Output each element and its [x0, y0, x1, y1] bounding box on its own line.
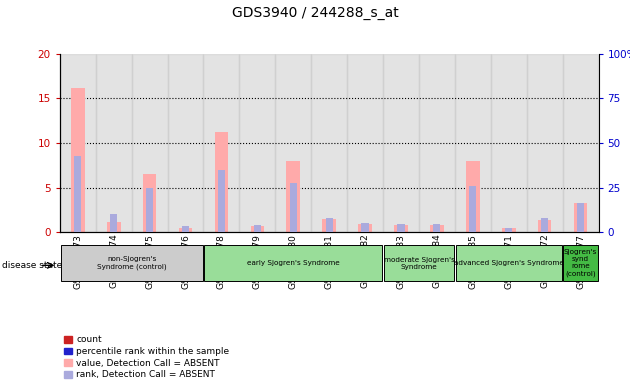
Bar [60, 54, 96, 232]
Bar [455, 54, 491, 232]
Bar [132, 54, 168, 232]
FancyBboxPatch shape [455, 245, 562, 281]
Bar [323, 219, 336, 232]
Bar [574, 203, 587, 232]
Bar [290, 183, 297, 232]
Bar [96, 54, 132, 232]
Bar [358, 224, 372, 232]
FancyBboxPatch shape [384, 245, 454, 281]
Bar [71, 88, 84, 232]
Text: early Sjogren's Syndrome: early Sjogren's Syndrome [247, 260, 340, 266]
Text: Sjogren's
synd
rome
(control): Sjogren's synd rome (control) [564, 249, 597, 277]
Bar [179, 228, 192, 232]
Bar [182, 226, 189, 232]
Bar [383, 54, 419, 232]
Bar [502, 228, 515, 232]
Bar [311, 54, 347, 232]
Bar [287, 161, 300, 232]
Bar [541, 218, 548, 232]
Bar [469, 186, 476, 232]
Bar [430, 225, 444, 232]
Bar [419, 54, 455, 232]
Bar [433, 224, 440, 232]
Bar [110, 214, 117, 232]
Bar [146, 188, 153, 232]
Bar [527, 54, 563, 232]
Text: disease state: disease state [2, 261, 62, 270]
Bar [215, 132, 228, 232]
Bar [218, 170, 225, 232]
Bar [505, 228, 512, 232]
Bar [491, 54, 527, 232]
Bar [107, 222, 120, 232]
Bar [251, 226, 264, 232]
Text: non-Sjogren's
Syndrome (control): non-Sjogren's Syndrome (control) [97, 256, 166, 270]
Text: advanced Sjogren's Syndrome: advanced Sjogren's Syndrome [454, 260, 564, 266]
Bar [143, 174, 156, 232]
Bar [538, 220, 551, 232]
Bar [347, 54, 383, 232]
Bar [326, 218, 333, 232]
FancyBboxPatch shape [204, 245, 382, 281]
Bar [394, 225, 408, 232]
FancyBboxPatch shape [563, 245, 598, 281]
FancyBboxPatch shape [60, 245, 203, 281]
Bar [362, 223, 369, 232]
Text: moderate Sjogren's
Syndrome: moderate Sjogren's Syndrome [384, 257, 454, 270]
Bar [168, 54, 203, 232]
Bar [275, 54, 311, 232]
Bar [466, 161, 479, 232]
Bar [254, 225, 261, 232]
Text: GDS3940 / 244288_s_at: GDS3940 / 244288_s_at [232, 6, 398, 20]
Bar [203, 54, 239, 232]
Bar [577, 203, 584, 232]
Bar [563, 54, 598, 232]
Bar [398, 224, 404, 232]
Bar [74, 156, 81, 232]
Legend: count, percentile rank within the sample, value, Detection Call = ABSENT, rank, : count, percentile rank within the sample… [64, 335, 229, 379]
Bar [239, 54, 275, 232]
